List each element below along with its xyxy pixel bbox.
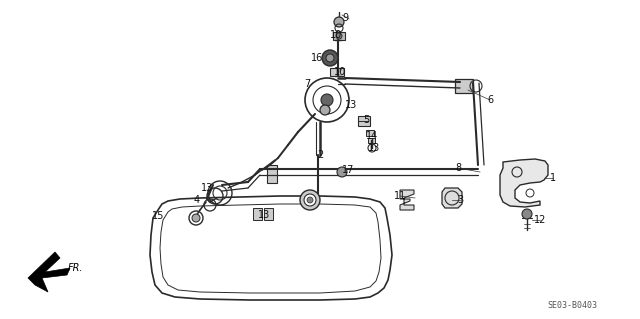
Bar — [253, 208, 262, 220]
Bar — [358, 116, 370, 126]
Text: 3: 3 — [457, 195, 463, 205]
Circle shape — [192, 214, 200, 222]
Text: 13: 13 — [345, 100, 357, 110]
Circle shape — [334, 17, 344, 27]
Circle shape — [321, 94, 333, 106]
Bar — [264, 208, 273, 220]
Text: 17: 17 — [342, 165, 354, 175]
Circle shape — [326, 54, 334, 62]
Circle shape — [522, 209, 532, 219]
Text: 13: 13 — [368, 143, 380, 153]
Text: 2: 2 — [317, 150, 323, 160]
Text: 16: 16 — [311, 53, 323, 63]
Bar — [455, 79, 473, 93]
Circle shape — [336, 33, 342, 39]
Text: 4: 4 — [194, 195, 200, 205]
Circle shape — [304, 194, 316, 206]
Bar — [333, 32, 345, 40]
Text: 1: 1 — [550, 173, 556, 183]
Text: SE03-B0403: SE03-B0403 — [547, 301, 597, 310]
Bar — [330, 68, 344, 76]
Text: 10: 10 — [334, 67, 346, 77]
Text: 13: 13 — [258, 210, 270, 220]
Text: 12: 12 — [534, 215, 546, 225]
Text: 9: 9 — [342, 13, 348, 23]
Bar — [366, 130, 374, 136]
Bar — [267, 165, 277, 183]
Polygon shape — [500, 159, 548, 207]
Text: 11: 11 — [394, 191, 406, 201]
Text: 15: 15 — [152, 211, 164, 221]
Text: 7: 7 — [304, 79, 310, 89]
Text: 6: 6 — [487, 95, 493, 105]
Text: 13: 13 — [201, 183, 213, 193]
Text: 8: 8 — [455, 163, 461, 173]
Polygon shape — [28, 252, 70, 292]
Bar — [368, 138, 375, 143]
Text: 5: 5 — [363, 115, 369, 125]
Text: FR.: FR. — [68, 263, 83, 273]
Circle shape — [300, 190, 320, 210]
Circle shape — [320, 105, 330, 115]
Polygon shape — [400, 190, 414, 210]
Circle shape — [322, 50, 338, 66]
Polygon shape — [442, 188, 462, 208]
Text: 10: 10 — [330, 30, 342, 40]
Polygon shape — [150, 196, 392, 300]
Text: 14: 14 — [366, 131, 378, 141]
Circle shape — [307, 197, 313, 203]
Circle shape — [337, 167, 347, 177]
